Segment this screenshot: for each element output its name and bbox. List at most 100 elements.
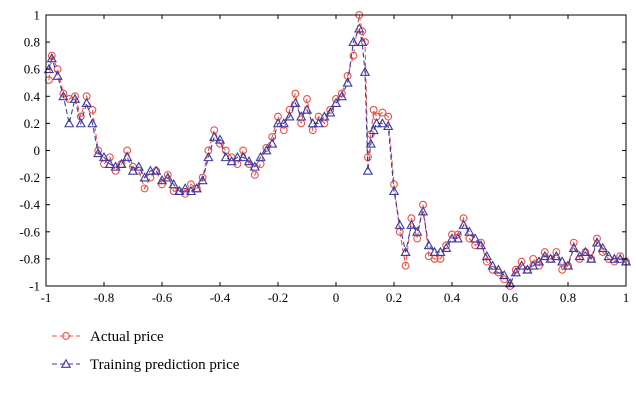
data-point [342,77,353,87]
data-point [349,51,358,60]
data-point [290,97,301,107]
data-point [111,166,120,175]
data-point [180,183,191,193]
data-point [87,118,98,128]
x-tick-label: -1 [41,290,52,305]
data-point [377,118,388,128]
y-tick-label: -0.8 [19,251,40,266]
plot-area [43,11,632,290]
data-point [429,246,440,257]
data-point [477,238,485,247]
x-tick-label: -0.4 [210,290,231,305]
data-point [597,242,608,252]
data-point [452,233,463,243]
data-point [558,265,567,274]
y-tick-label: 1 [34,8,41,23]
data-point [122,151,133,162]
data-point [255,151,266,162]
data-point [151,165,162,175]
data-point [510,267,521,277]
data-point [394,219,405,229]
y-tick-label: -1 [29,279,40,294]
data-point [359,66,371,76]
x-tick-label: 1 [623,290,630,305]
legend-item: Actual price [52,329,164,345]
data-point [52,70,63,80]
data-point [279,126,288,135]
x-tick-label: 0.2 [386,290,402,305]
data-point [303,95,311,103]
y-tick-label: 0 [34,143,41,158]
data-point [603,250,614,261]
data-point [81,97,92,107]
series-line [48,26,627,285]
y-tick-label: 0.2 [24,116,40,131]
data-point [400,246,411,257]
data-point [238,151,249,162]
data-point [104,158,115,168]
data-point [401,261,410,270]
data-point [616,252,625,261]
data-point [158,180,166,189]
data-point [464,226,475,236]
y-tick-label: -0.4 [19,197,40,212]
series-training-prediction-price [43,23,632,288]
data-point [98,151,110,162]
data-point [198,173,207,182]
data-point [191,183,202,193]
legend: Actual price Training prediction price [52,329,240,373]
data-point [448,230,456,239]
data-point [139,172,150,182]
data-point [291,89,300,98]
data-point [301,104,313,114]
legend-marker-triangle [60,358,72,368]
y-tick-label: 0.6 [24,62,41,77]
data-point [325,107,336,117]
data-point [552,248,561,257]
x-tick-label: -0.2 [268,290,289,305]
data-point [475,240,487,250]
x-tick-label: -0.8 [94,290,115,305]
data-point [116,158,127,168]
data-point [133,161,144,171]
data-point [313,118,324,128]
data-point [284,111,295,121]
data-point [383,120,394,131]
data-point [365,138,376,148]
data-point [88,105,97,114]
data-point [272,118,284,128]
data-point [64,118,75,128]
y-tick-label: -0.6 [19,224,40,239]
data-point [423,240,434,250]
data-point [243,156,255,166]
data-point [499,269,510,280]
data-point [586,253,597,263]
series-line [48,14,627,288]
data-point [481,250,492,261]
data-point [94,146,103,155]
data-point [197,174,208,185]
data-point [181,189,190,198]
y-tick-label: 0.4 [24,89,41,104]
x-tick-label: 0.6 [502,290,519,305]
data-point [278,118,289,128]
data-point [46,53,57,63]
data-point [417,206,429,216]
data-point [354,23,365,33]
data-point [296,111,307,121]
data-point [249,161,260,171]
data-point [168,179,179,189]
data-point [58,90,69,101]
data-point [493,264,504,274]
data-point [568,242,579,252]
data-point [261,145,272,155]
data-point [220,151,231,162]
data-point [232,151,243,162]
plot-frame [45,14,627,287]
data-point [330,97,342,107]
data-point [307,118,318,128]
data-point [458,219,469,229]
data-point [442,241,451,250]
data-point [140,184,149,193]
